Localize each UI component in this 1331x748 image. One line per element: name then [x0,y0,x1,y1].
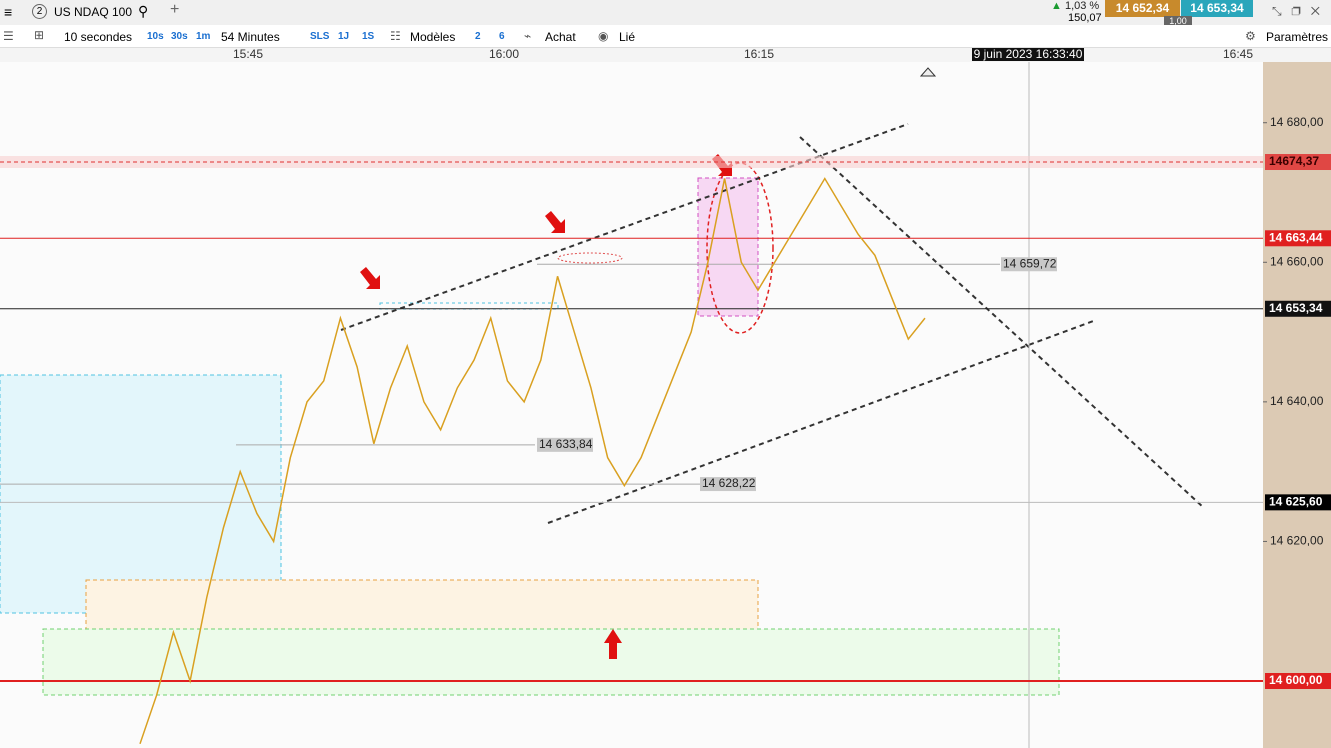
annotation-box [700,477,756,492]
level-label: 14674,37 [1269,154,1319,168]
change-value: 1,03 % [1064,0,1100,12]
level-box [1265,230,1331,247]
annotation-label: 14 628,22 [702,476,756,490]
level-box [1265,300,1331,317]
models[interactable]: Modèles [410,30,456,44]
linked[interactable]: Lié [619,30,636,44]
level-label: 14 663,44 [1269,230,1323,244]
buy-button[interactable]: 14 653,34 [1181,0,1253,17]
window-controls[interactable]: ⤡ ❐ ✕ [1272,4,1320,18]
instrument[interactable]: US NDAQ 100 [54,5,133,19]
level-box [1265,494,1331,511]
spread: 1,00 [1164,16,1192,26]
x-tick-label: 16:45 [1223,47,1253,61]
cursor-time-box [972,48,1084,61]
tab-number: 2 [32,4,47,19]
range-button[interactable]: 1S [362,31,375,42]
buy-icon: ⌁ [524,29,532,43]
change: ▲ 1,03 % [1051,0,1100,12]
y-tick-label: 14 640,00 [1270,394,1324,408]
zone-blue [0,374,282,614]
search-icon[interactable]: ⚲ [138,3,149,19]
price-axis [1263,62,1331,748]
time-axis [0,48,1331,62]
cursor-time: 9 juin 2023 16:33:40 [974,47,1083,61]
ellipse [706,162,774,334]
trend-line [340,123,909,331]
option-button[interactable]: 6 [499,31,505,42]
models-icon: ☷ [390,29,401,43]
option-button[interactable]: 2 [475,31,481,42]
interval[interactable]: 10 secondes [64,30,133,44]
annotation-box [537,437,593,452]
range-button[interactable]: 1J [338,31,350,42]
annotation-box [1001,257,1057,272]
annotation-label: 14 633,84 [539,437,593,451]
top-bar: ≡ 2 US NDAQ 100 ⚲ + ▲ 1,03 % 150,07 14 6… [0,0,1331,26]
zone-orange [85,579,759,631]
level-label: 14 653,34 [1269,301,1323,315]
y-tick-label: 14 680,00 [1270,115,1324,129]
menu-icon[interactable]: ≡ [4,4,13,20]
y-tick-label: 14 620,00 [1270,534,1324,548]
level-box [1265,673,1331,690]
level-label: 14 625,60 [1269,495,1323,509]
tool-bar: ☰ ⊞ 10 secondes 10s 30s 1m 54 Minutes SL… [0,25,1331,48]
ellipse-small [557,252,623,264]
settings[interactable]: Paramètres [1266,30,1329,44]
x-tick-label: 16:00 [489,47,519,61]
interval-button[interactable]: 10s [147,31,164,42]
add-tab[interactable]: + [170,1,180,18]
zone-green [42,628,1060,696]
y-tick-label: 14 660,00 [1270,254,1324,268]
range-button[interactable]: SLS [310,31,330,42]
interval-button[interactable]: 1m [196,31,211,42]
zone-pink [697,177,759,317]
sell-button[interactable]: 14 652,34 [1105,0,1180,17]
change-points: 150,07 [1068,12,1102,24]
trend-line [547,319,1097,524]
link-icon: ◉ [598,29,609,43]
annotation-label: 14 659,72 [1003,256,1057,270]
buy[interactable]: Achat [545,30,576,44]
duration[interactable]: 54 Minutes [221,30,280,44]
level-box [1265,154,1331,171]
settings-icon: ⚙ [1245,29,1256,43]
x-tick-label: 15:45 [233,47,263,61]
price-line [139,177,926,745]
trend-line [799,136,1204,508]
level-label: 14 600,00 [1269,673,1323,687]
interval-button[interactable]: 30s [171,31,188,42]
list-icon[interactable]: ☰ [3,29,14,43]
layout-icon[interactable]: ⊞ [34,28,45,42]
x-tick-label: 16:15 [744,47,774,61]
marker [919,67,937,77]
